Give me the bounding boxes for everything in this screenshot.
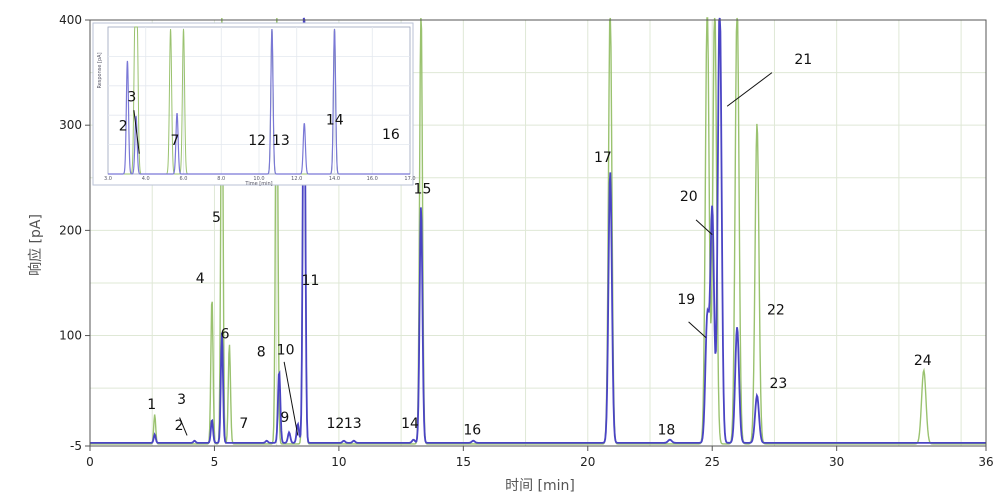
inset-peak-label: 13 (272, 133, 290, 149)
inset-peak-label: 3 (127, 90, 136, 106)
inset-background (92, 22, 414, 186)
y-axis-label: 响应 [pA] (27, 214, 44, 276)
peak-label: 16 (463, 422, 481, 438)
x-tick-label: 36 (978, 455, 993, 469)
x-tick-label: 25 (705, 455, 720, 469)
x-tick-label: 20 (580, 455, 595, 469)
x-tick-label: 30 (829, 455, 844, 469)
peak-label: 5 (212, 210, 221, 226)
y-tick-label: -5 (70, 439, 82, 453)
peak-label: 2 (175, 418, 184, 434)
peak-label: 18 (657, 422, 675, 438)
peak-label: 14 (401, 416, 419, 432)
leader-line (179, 417, 188, 436)
inset-x-axis-label: Time [min] (244, 181, 272, 187)
plot-frame (89, 19, 987, 447)
peak-label: 17 (594, 150, 612, 166)
peak-label: 23 (769, 376, 787, 392)
peak-label: 8 (257, 345, 266, 361)
peak-label: 12 (326, 416, 344, 432)
peak-label: 3 (177, 392, 186, 408)
inset-x-tick-label: 14.0 (329, 176, 340, 182)
x-tick-label: 15 (456, 455, 471, 469)
peak-label: 13 (344, 416, 362, 432)
series-blue-trace (90, 17, 986, 444)
peak-label: 4 (196, 271, 205, 287)
y-tick-label: 400 (59, 13, 82, 27)
inset-peak-label: 14 (326, 113, 344, 129)
chromatogram-traces (90, 17, 986, 445)
inset-x-tick-label: 10.0 (253, 176, 264, 182)
inset-x-tick-label: 4.0 (142, 176, 150, 182)
peak-label: 15 (414, 182, 432, 198)
leader-line (688, 321, 707, 339)
inset-x-tick-label: 12.0 (291, 176, 302, 182)
inset-chart: 3.0 4.0 6.0 8.0 10.0 12.0 14.0 16.0 17.0 Time [mi… (92, 22, 416, 187)
leader-line (695, 219, 713, 235)
y-tick-label: 300 (59, 118, 82, 132)
inset-leader-line (133, 110, 140, 154)
series-green-trace (90, 17, 986, 445)
peak-label: 19 (677, 292, 695, 308)
peak-label: 21 (794, 52, 812, 68)
peak-label: 22 (767, 303, 785, 319)
inset-x-tick-label: 3.0 (104, 176, 112, 182)
inset-x-tick-label: 6.0 (180, 176, 188, 182)
y-tick-label: 200 (59, 223, 82, 237)
x-tick-label: 5 (211, 455, 219, 469)
y-tick-label: 100 (59, 329, 82, 343)
leader-line (283, 361, 299, 436)
x-tick-label: 10 (331, 455, 346, 469)
peak-label: 10 (277, 342, 295, 358)
peak-label: 9 (280, 410, 289, 426)
peak-label: 7 (239, 416, 248, 432)
leader-line (726, 72, 773, 107)
inset-peak-label: 2 (119, 119, 128, 135)
inset-y-axis-label: Response [pA] (97, 52, 103, 88)
inset-x-tick-label: 8.0 (217, 176, 225, 182)
peak-label: 6 (221, 327, 230, 343)
peak-label: 24 (914, 353, 932, 369)
inset-peak-label: 12 (248, 133, 266, 149)
x-axis-label: 时间 [min] (505, 478, 575, 494)
peak-label: 20 (680, 189, 698, 205)
inset-peak-label: 16 (382, 127, 400, 143)
peak-label: 1 (147, 397, 156, 413)
inset-x-tick-label: 17.0 (404, 176, 415, 182)
peak-label: 11 (302, 273, 320, 289)
x-tick-label: 0 (86, 455, 94, 469)
inset-peak-label: 7 (171, 133, 180, 149)
inset-x-tick-label: 16.0 (367, 176, 378, 182)
inset-blue-trace (108, 28, 410, 175)
